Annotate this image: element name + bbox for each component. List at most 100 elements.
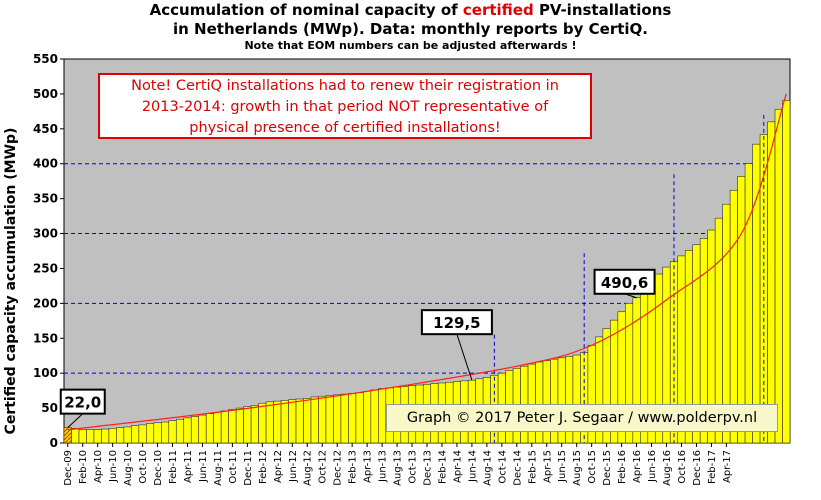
y-tick-label: 50	[41, 401, 58, 415]
bar	[333, 394, 342, 444]
bar	[378, 388, 387, 444]
bar	[348, 393, 357, 444]
callout-label: 490,6	[601, 274, 648, 292]
y-tick-label: 250	[33, 261, 58, 275]
x-tick-label: Dec-11	[243, 450, 254, 486]
bar	[108, 428, 117, 444]
note-line-3: physical presence of certified installat…	[189, 120, 501, 136]
bar	[183, 417, 192, 444]
x-tick-label: Apr-11	[183, 450, 194, 483]
y-tick-label: 550	[33, 52, 58, 66]
bar	[340, 393, 349, 444]
credit-box: Graph © 2017 Peter J. Segaar / www.polde…	[386, 404, 778, 432]
warning-note: Note! CertiQ installations had to renew …	[98, 73, 592, 139]
x-tick-label: Jun-11	[198, 450, 209, 483]
bar	[101, 428, 110, 444]
bar	[243, 406, 252, 444]
x-tick-label: Feb-11	[168, 450, 179, 484]
bar	[123, 426, 132, 444]
x-tick-label: Aug-12	[303, 450, 314, 486]
callout-leader	[67, 413, 84, 429]
x-tick-label: Feb-10	[78, 450, 89, 484]
chart-title-line1: Accumulation of nominal capacity of cert…	[149, 1, 672, 19]
bar	[161, 421, 170, 444]
x-tick-label: Dec-15	[602, 450, 613, 486]
callout-box	[420, 309, 493, 336]
x-tick-label: Oct-11	[228, 450, 239, 484]
bar	[250, 404, 259, 444]
x-tick-label: Jun-12	[288, 450, 299, 483]
x-tick-label: Aug-13	[393, 450, 404, 486]
bar	[737, 175, 746, 444]
x-tick-label: Oct-16	[677, 450, 688, 484]
y-tick-label: 200	[33, 296, 58, 310]
bar	[168, 420, 177, 444]
bar	[774, 108, 783, 444]
x-tick-label: Aug-11	[213, 450, 224, 486]
y-tick-label: 150	[33, 331, 58, 345]
bar	[78, 429, 87, 444]
bar	[93, 429, 102, 444]
x-tick-label: Apr-15	[542, 450, 553, 483]
bar	[280, 400, 289, 444]
bar	[116, 427, 125, 444]
bar	[265, 401, 274, 444]
bar	[744, 163, 753, 444]
x-tick-label: Jun-15	[557, 450, 568, 483]
bar	[131, 425, 140, 444]
bar	[220, 410, 229, 444]
x-tick-label: Jun-13	[378, 450, 389, 483]
y-axis-label: Certified capacity accumulation (MWp)	[3, 128, 19, 435]
x-tick-label: Feb-15	[527, 450, 538, 484]
bar	[235, 407, 244, 444]
bar	[370, 389, 379, 444]
x-tick-label: Jun-14	[467, 450, 478, 483]
x-tick-label: Apr-13	[363, 450, 374, 483]
bar	[767, 121, 776, 444]
bar	[355, 392, 364, 444]
bar	[363, 391, 372, 444]
chart-subtitle: Note that EOM numbers can be adjusted af…	[244, 39, 577, 52]
title-highlight: certified	[462, 1, 534, 19]
x-tick-label: Feb-13	[348, 450, 359, 484]
trend-line	[67, 93, 787, 431]
y-tick-label: 400	[33, 157, 58, 171]
y-tick-label: 350	[33, 192, 58, 206]
x-tick-label: Jun-10	[108, 450, 119, 483]
y-tick-label: 500	[33, 87, 58, 101]
x-tick-label: Oct-14	[497, 450, 508, 484]
x-tick-label: Feb-12	[258, 450, 269, 484]
bar	[310, 396, 319, 444]
bar	[71, 428, 80, 444]
y-tick-label: 100	[33, 366, 58, 380]
bar	[213, 411, 222, 444]
x-tick-label: Oct-15	[587, 450, 598, 484]
bar	[86, 429, 95, 444]
bar	[325, 395, 334, 444]
bar	[198, 414, 207, 444]
x-tick-label: Aug-14	[482, 450, 493, 486]
x-tick-label: Apr-14	[452, 450, 463, 483]
bar	[138, 424, 147, 444]
bar	[146, 423, 155, 444]
callout-label: 129,5	[433, 314, 480, 332]
bar	[295, 398, 304, 444]
x-tick-label: Dec-12	[333, 450, 344, 486]
x-tick-label: Dec-14	[512, 450, 523, 486]
y-tick-label: 300	[33, 227, 58, 241]
bar	[303, 398, 312, 444]
bar	[752, 143, 761, 444]
x-tick-label: Feb-16	[617, 450, 628, 484]
x-tick-label: Aug-10	[123, 450, 134, 486]
note-line-2: 2013-2014: growth in that period NOT rep…	[141, 99, 549, 115]
bar	[258, 402, 267, 444]
y-tick-label: 450	[33, 122, 58, 136]
x-tick-label: Apr-10	[93, 450, 104, 483]
x-tick-label: Apr-16	[632, 450, 643, 483]
bar	[318, 395, 327, 444]
callout-label: 22,0	[64, 394, 101, 412]
callout-box	[593, 268, 656, 295]
x-tick-label: Oct-13	[408, 450, 419, 484]
x-tick-label: Aug-16	[662, 450, 673, 486]
bar	[153, 422, 162, 444]
